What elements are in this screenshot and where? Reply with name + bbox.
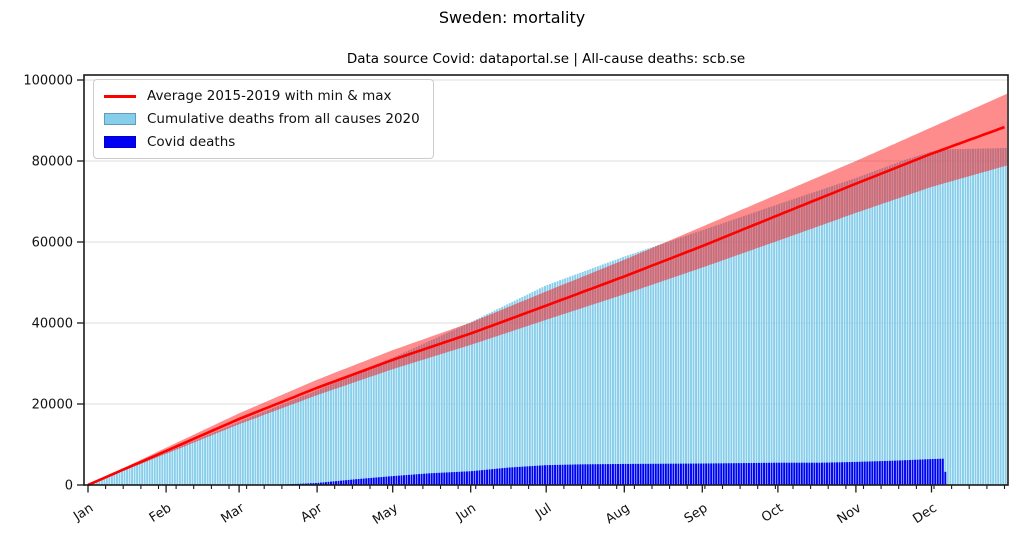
legend-covid-swatch	[104, 136, 136, 148]
y-tick-label: 40000	[32, 317, 73, 332]
x-tick-label: Mar	[219, 500, 248, 526]
x-tick-label: Jul	[532, 501, 554, 523]
legend: Average 2015-2019 with min & max Cumulat…	[93, 79, 434, 159]
legend-item-covid: Covid deaths	[104, 133, 420, 151]
x-tick-label: Nov	[835, 501, 865, 528]
legend-label-average: Average 2015-2019 with min & max	[147, 88, 392, 104]
x-tick-label: Jun	[453, 501, 479, 525]
y-axis: 0 20000 40000 60000 80000 100000	[23, 74, 84, 494]
legend-item-all-cause: Cumulative deaths from all causes 2020	[104, 110, 420, 128]
x-tick-label: Jan	[70, 501, 96, 525]
x-tick-label: Sep	[682, 501, 711, 527]
chart-title: Sweden: mortality	[438, 8, 586, 27]
average-line	[87, 125, 1005, 487]
y-tick-label: 80000	[32, 155, 73, 170]
x-tick-label: Oct	[759, 501, 786, 526]
x-axis: Jan Feb Mar Apr May Jun Jul Aug Sep Oct Nov Dec	[70, 485, 1006, 528]
chart-subtitle: Data source Covid: dataportal.se | All-c…	[346, 51, 746, 67]
y-tick-label: 100000	[23, 74, 73, 89]
legend-line-swatch	[104, 94, 136, 98]
x-tick-label: Dec	[910, 501, 939, 527]
legend-allcause-swatch	[104, 113, 136, 125]
legend-label-covid: Covid deaths	[147, 134, 236, 150]
x-tick-label: Feb	[147, 501, 174, 526]
y-tick-label: 0	[65, 479, 73, 494]
legend-item-average: Average 2015-2019 with min & max	[104, 87, 420, 105]
covid-bars	[272, 458, 947, 485]
legend-label-all-cause: Cumulative deaths from all causes 2020	[147, 111, 420, 127]
x-tick-label: Aug	[603, 501, 632, 527]
all-cause-bars	[88, 148, 1007, 486]
y-tick-label: 20000	[32, 398, 73, 413]
y-tick-label: 60000	[32, 236, 73, 251]
x-tick-label: Apr	[298, 500, 326, 525]
x-tick-label: May	[370, 501, 401, 528]
